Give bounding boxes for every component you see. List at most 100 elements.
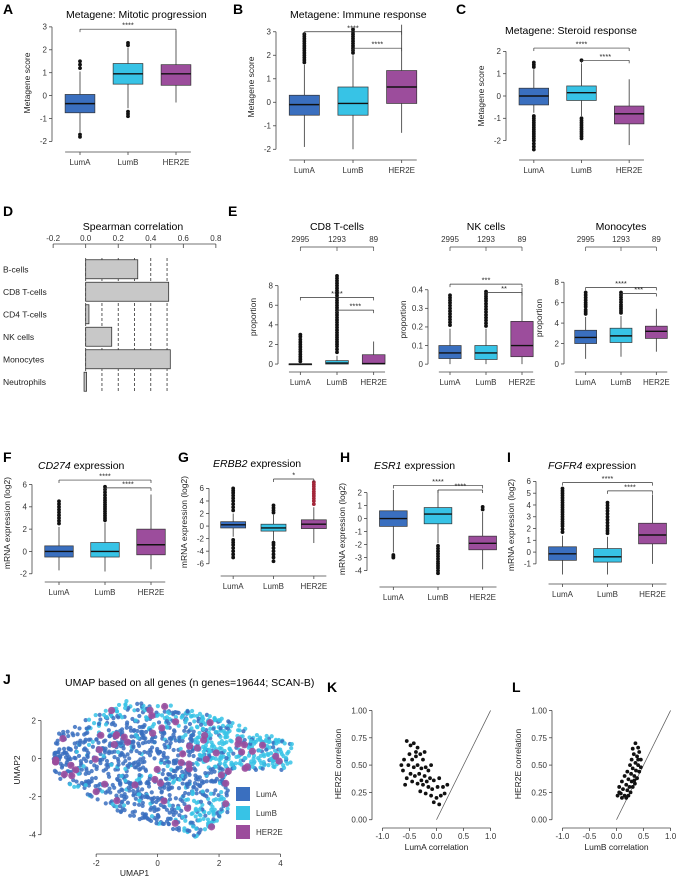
umap-point-LumA [101, 739, 107, 744]
y-axis-label: mRNA expression (log2) [506, 479, 516, 571]
umap-point-LumB [177, 777, 182, 782]
outlier-point [78, 59, 82, 64]
umap-point-LumA [204, 728, 209, 733]
umap-point-LumA [167, 797, 173, 802]
umap-point-LumA [220, 767, 225, 772]
umap-point-LumA [83, 771, 88, 776]
panel-G: G ERBB2 expression -6 -4 -2 0 2 4 6 mRNA expressi… [178, 449, 327, 591]
umap-point-LumA [77, 742, 82, 747]
umap-point-HER2E [206, 719, 214, 727]
umap-point-LumB [148, 773, 153, 778]
umap-point-LumB [119, 715, 125, 720]
umap-point-LumA [62, 750, 67, 755]
umap-point-LumA [112, 755, 117, 760]
umap-point-LumA [131, 792, 137, 797]
umap-point-LumA [57, 747, 62, 752]
x-tick-label: -0.5 [403, 832, 417, 841]
umap-point-LumA [79, 767, 84, 772]
umap-point-HER2E [131, 781, 139, 789]
umap-point-LumA [187, 772, 192, 777]
umap-point-LumA [77, 726, 82, 731]
correlation-bar [83, 371, 87, 392]
umap-point-HER2E [153, 765, 161, 774]
umap-point-LumA [104, 762, 109, 768]
panel-title: Metagene: Immune response [290, 9, 427, 21]
umap-point-LumB [255, 737, 260, 742]
y-tick-label: 8 [269, 281, 274, 290]
umap-point-LumB [222, 748, 227, 754]
umap-point-LumA [191, 785, 196, 790]
umap-point-LumA [162, 760, 167, 766]
y-tick-label: 0 [267, 98, 272, 107]
y-tick-label: -1 [40, 114, 48, 123]
outlier-point [448, 293, 452, 298]
umap-point-HER2E [68, 772, 76, 780]
signif-label: **** [602, 474, 614, 483]
umap-point-LumA [141, 736, 147, 741]
umap-point-LumB [155, 704, 160, 709]
sample-count: 1293 [612, 235, 630, 244]
panel-title: FGFR4 expression [548, 460, 636, 472]
umap-point-LumA [145, 795, 151, 800]
umap-point-HER2E [92, 787, 100, 796]
umap-point-LumB [173, 715, 179, 720]
umap-point-LumA [147, 753, 153, 758]
umap-point-LumA [154, 821, 159, 826]
title-suffix: expression [582, 460, 636, 472]
umap-point-LumA [224, 755, 229, 761]
outlier-point [271, 543, 276, 547]
y-axis-label: Metagene score [22, 52, 32, 113]
correlation-point [410, 779, 415, 784]
umap-point-LumB [191, 824, 196, 829]
umap-point-LumB [101, 753, 106, 759]
y-tick-label: 0.00 [351, 816, 367, 825]
umap-point-LumA [225, 810, 230, 815]
umap-point-LumA [155, 795, 160, 801]
umap-point-LumA [132, 802, 137, 807]
umap-point-LumB [225, 806, 230, 811]
y-tick-label: 0.00 [531, 816, 547, 825]
umap-point-LumA [168, 737, 173, 742]
umap-point-LumA [124, 722, 130, 727]
outlier-point [231, 496, 236, 501]
y-tick-label: 0 [555, 360, 560, 369]
panel-F: F CD274 expression -2 0 2 4 6 mRNA expression (… [2, 449, 166, 597]
panel-label: D [3, 203, 13, 219]
outlier-point [57, 507, 61, 512]
y-tick-label: 2 [23, 525, 28, 534]
umap-point-LumB [100, 789, 105, 794]
correlation-point [632, 774, 637, 778]
umap-point-LumA [112, 749, 117, 754]
umap-point-LumB [182, 828, 187, 833]
umap-point-LumB [123, 702, 128, 707]
umap-point-LumA [166, 785, 171, 790]
umap-point-LumB [233, 761, 238, 766]
umap-point-LumA [189, 733, 194, 739]
umap-point-LumB [137, 798, 142, 803]
signif-label: **** [349, 302, 361, 311]
umap-point-LumA [168, 740, 173, 746]
umap-point-LumA [163, 745, 168, 750]
umap-point-LumA [161, 750, 166, 756]
umap-point-LumB [195, 725, 200, 730]
umap-point-LumA [203, 771, 208, 776]
umap-point-LumA [185, 828, 190, 833]
outlier-point [57, 521, 61, 526]
umap-point-LumB [203, 722, 208, 727]
outlier-point [531, 144, 536, 149]
correlation-point [632, 778, 637, 783]
umap-point-LumA [195, 775, 200, 780]
umap-point-LumA [147, 776, 152, 782]
umap-point-LumA [177, 813, 182, 818]
correlation-point [415, 781, 420, 786]
correlation-point [624, 795, 629, 800]
y-axis-label: proportion [248, 298, 258, 337]
correlation-bar [85, 281, 170, 302]
umap-point-LumA [219, 750, 224, 756]
y-tick-label: 4 [555, 319, 560, 328]
y-tick-label: 0 [527, 548, 532, 557]
correlation-point [615, 793, 620, 798]
outlier-point [126, 41, 130, 45]
umap-point-LumA [106, 749, 112, 754]
